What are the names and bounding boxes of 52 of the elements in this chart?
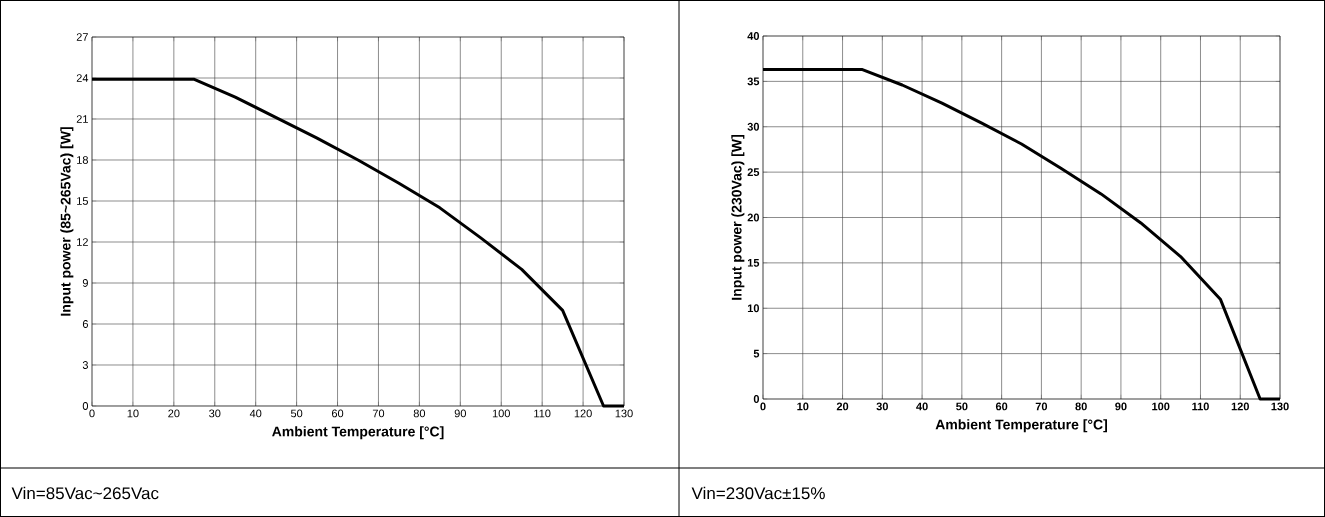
y-tick-label: 25	[747, 168, 760, 177]
x-tick-label: 60	[995, 402, 1008, 411]
x-tick-label: 0	[89, 409, 95, 418]
y-tick-label: 10	[747, 304, 760, 313]
y-tick-label: 15	[747, 259, 760, 267]
x-tick-label: 110	[1192, 402, 1209, 411]
x-tick-label: 30	[876, 402, 888, 411]
text: Vin=230Vac±15%	[691, 486, 825, 500]
y-axis-title: Input power (85~265Vac) [W]	[60, 127, 74, 316]
y-tick-label: 3	[82, 361, 88, 369]
y-tick-label: 9	[82, 279, 88, 287]
y-axis-title: Input power (230Vac) [W]	[731, 135, 745, 300]
x-tick-label: 70	[1035, 402, 1048, 411]
x-tick-label: 20	[836, 402, 849, 411]
x-tick-label: 90	[454, 409, 466, 418]
x-tick-label: 60	[331, 409, 344, 418]
y-tick-label: 0	[753, 395, 760, 403]
x-tick-label: 40	[249, 409, 262, 418]
x-tick-label: 120	[1231, 402, 1249, 411]
x-tick-label: 100	[492, 409, 510, 418]
y-tick-label: 5	[753, 349, 760, 358]
x-axis-title: Ambient Temperature [°C]	[935, 419, 1107, 433]
x-tick-label: 50	[956, 402, 968, 411]
x-tick-label: 10	[797, 402, 809, 411]
x-tick-label: 80	[1075, 402, 1087, 411]
x-tick-label: 90	[1115, 402, 1127, 411]
x-tick-label: 100	[1152, 402, 1170, 411]
x-axis-title: Ambient Temperature [°C]	[272, 426, 444, 440]
y-tick-label: 6	[82, 320, 88, 328]
x-tick-label: 130	[615, 409, 633, 418]
x-tick-label: 120	[574, 409, 592, 418]
x-tick-label: 50	[290, 409, 303, 418]
x-tick-label: 40	[916, 402, 928, 411]
y-tick-label: 21	[76, 115, 88, 123]
x-tick-label: 130	[1271, 402, 1289, 411]
x-tick-label: 10	[127, 409, 139, 418]
x-tick-label: 70	[372, 409, 385, 418]
y-tick-label: 35	[747, 77, 760, 86]
y-tick-label: 27	[76, 33, 88, 41]
x-tick-label: 20	[168, 409, 180, 418]
y-tick-label: 30	[747, 122, 760, 131]
x-tick-label: 30	[209, 409, 221, 418]
x-tick-label: 0	[760, 402, 766, 411]
y-tick-label: 12	[77, 238, 88, 246]
y-tick-label: 18	[77, 156, 88, 164]
x-tick-label: 110	[534, 409, 551, 418]
y-tick-label: 24	[76, 74, 89, 82]
text: Vin=85Vac~265Vac	[11, 486, 159, 500]
y-tick-label: 20	[747, 213, 760, 222]
x-tick-label: 80	[413, 409, 426, 418]
y-tick-label: 15	[77, 197, 88, 205]
y-tick-label: 40	[747, 32, 760, 40]
